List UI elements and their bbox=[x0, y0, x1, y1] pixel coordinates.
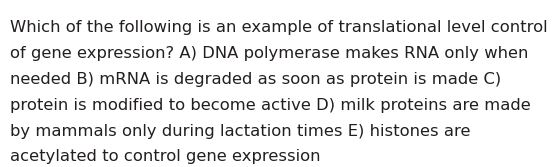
Text: protein is modified to become active D) milk proteins are made: protein is modified to become active D) … bbox=[10, 98, 531, 113]
Text: acetylated to control gene expression: acetylated to control gene expression bbox=[10, 149, 320, 164]
Text: of gene expression? A) DNA polymerase makes RNA only when: of gene expression? A) DNA polymerase ma… bbox=[10, 46, 528, 61]
Text: Which of the following is an example of translational level control: Which of the following is an example of … bbox=[10, 20, 547, 35]
Text: needed B) mRNA is degraded as soon as protein is made C): needed B) mRNA is degraded as soon as pr… bbox=[10, 72, 501, 87]
Text: by mammals only during lactation times E) histones are: by mammals only during lactation times E… bbox=[10, 124, 470, 139]
